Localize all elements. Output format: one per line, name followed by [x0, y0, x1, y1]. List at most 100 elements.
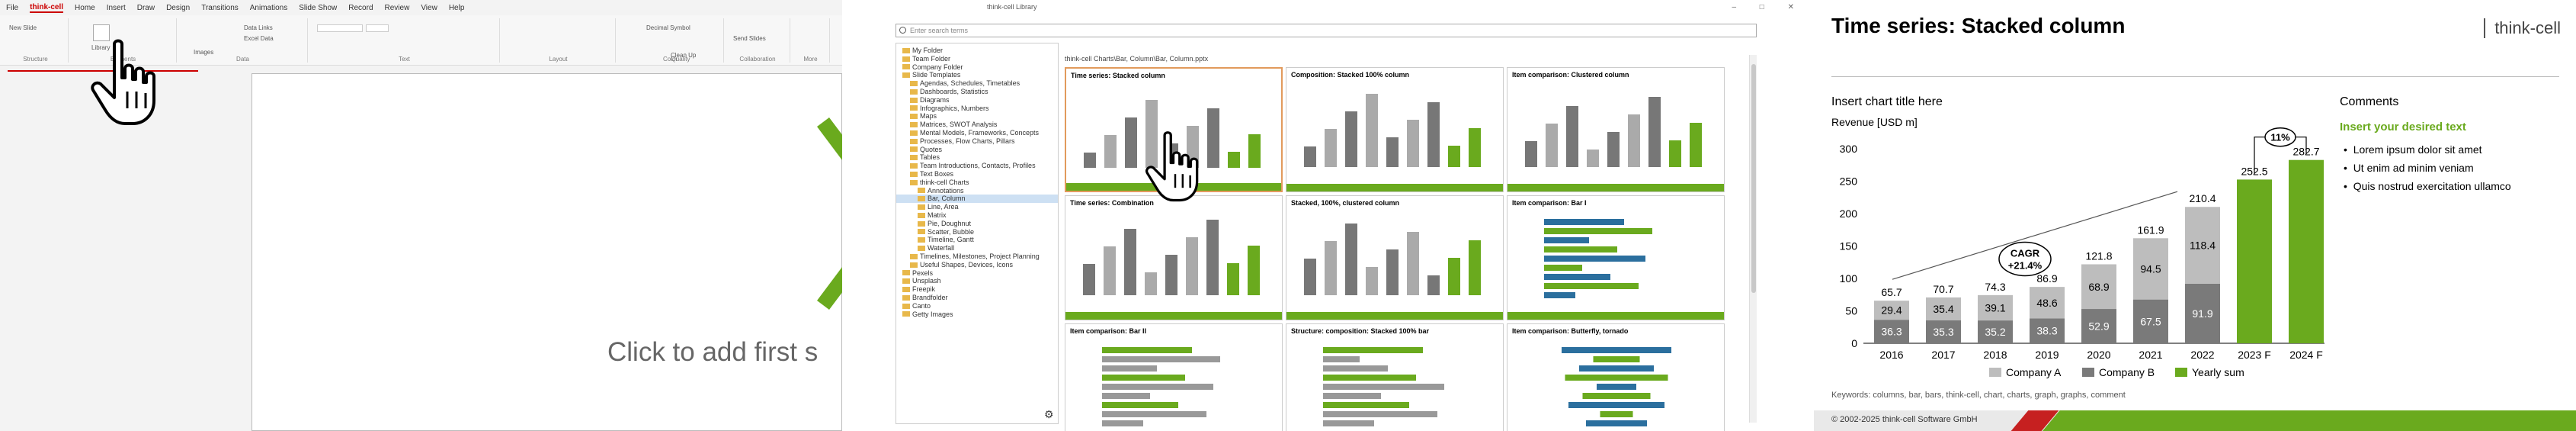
- ribbon-tab-bar: File think-cell Home Insert Draw Design Transi…: [0, 0, 842, 15]
- tab-home[interactable]: Home: [75, 3, 95, 12]
- tree-item[interactable]: Slide Templates: [896, 71, 1058, 79]
- tree-item[interactable]: Team Folder: [896, 55, 1058, 63]
- tree-item[interactable]: Team Introductions, Contacts, Profiles: [896, 162, 1058, 170]
- tab-design[interactable]: Design: [166, 3, 191, 12]
- preview-mark: [1544, 219, 1624, 225]
- tree-item[interactable]: Pexels: [896, 269, 1058, 278]
- tree-item-label: Scatter, Bubble: [928, 227, 975, 236]
- images-button[interactable]: Images: [194, 49, 214, 56]
- tree-item[interactable]: Processes, Flow Charts, Pillars: [896, 137, 1058, 146]
- stacked-column-chart[interactable]: 0 50 100 150 200 250 300 36.3 29.4 65.7 2016 35.3 35…: [1829, 126, 2324, 385]
- template-card[interactable]: Stacked, 100%, clustered column: [1286, 195, 1504, 320]
- tree-item[interactable]: think-cell Charts: [896, 179, 1058, 187]
- tab-think-cell[interactable]: think-cell: [30, 2, 64, 13]
- bullet-item: • Lorem ipsum dolor sit amet: [2344, 143, 2482, 156]
- window-controls[interactable]: – □ ✕: [1732, 3, 1805, 11]
- tab-help[interactable]: Help: [448, 3, 465, 12]
- tree-item[interactable]: Bar, Column: [896, 195, 1058, 204]
- preview-mark: [1386, 137, 1399, 167]
- library-icon[interactable]: [93, 24, 110, 41]
- tree-item[interactable]: Infographics, Numbers: [896, 105, 1058, 113]
- tab-insert[interactable]: Insert: [106, 3, 126, 12]
- preview-mark: [1124, 229, 1136, 295]
- decimal-symbol-button[interactable]: Decimal Symbol: [646, 24, 690, 31]
- font-size-select[interactable]: [366, 24, 389, 32]
- send-slides-button[interactable]: Send Slides: [733, 35, 766, 42]
- slide-placeholder[interactable]: Click to add first s: [607, 337, 819, 367]
- template-card[interactable]: Item comparison: Bar I: [1507, 195, 1725, 320]
- tree-item[interactable]: Unsplash: [896, 277, 1058, 285]
- slide-thumbnail-pane[interactable]: [0, 73, 252, 431]
- library-button[interactable]: Library: [91, 44, 111, 51]
- tree-item[interactable]: Mental Models, Frameworks, Concepts: [896, 129, 1058, 137]
- tab-transitions[interactable]: Transitions: [201, 3, 239, 12]
- tab-record[interactable]: Record: [348, 3, 373, 12]
- template-card[interactable]: Composition: Stacked 100% column: [1286, 67, 1504, 192]
- tree-item[interactable]: Timeline, Gantt: [896, 236, 1058, 244]
- tab-file[interactable]: File: [6, 3, 19, 12]
- template-card[interactable]: Time series: Combination: [1065, 195, 1283, 320]
- tree-item-label: Bar, Column: [928, 195, 966, 203]
- tree-item[interactable]: Line, Area: [896, 203, 1058, 211]
- tree-item[interactable]: Timelines, Milestones, Project Planning: [896, 252, 1058, 261]
- tree-item[interactable]: Quotes: [896, 146, 1058, 154]
- preview-mark: [1304, 259, 1316, 295]
- tree-item[interactable]: Agendas, Schedules, Timetables: [896, 79, 1058, 88]
- data-label: 29.4: [1881, 304, 1902, 317]
- template-preview: [1102, 347, 1220, 426]
- preview-mark: [1544, 256, 1645, 262]
- template-card-title: Structure: composition: Stacked 100% bar: [1291, 327, 1430, 335]
- group-label: Color: [662, 56, 678, 63]
- bar-segment: [2133, 299, 2168, 343]
- tree-item[interactable]: Matrices, SWOT Analysis: [896, 121, 1058, 129]
- scrollbar[interactable]: [1749, 55, 1757, 423]
- preview-mark: [1165, 255, 1177, 295]
- excel-data-button[interactable]: Excel Data: [244, 35, 274, 42]
- clean-up-button[interactable]: Clean Up: [671, 52, 697, 59]
- tab-review[interactable]: Review: [384, 3, 410, 12]
- tree-item[interactable]: Useful Shapes, Devices, Icons: [896, 261, 1058, 269]
- tree-item[interactable]: Brandfolder: [896, 294, 1058, 302]
- tree-item[interactable]: Annotations: [896, 187, 1058, 195]
- folder-icon: [902, 64, 910, 70]
- tree-item[interactable]: Company Folder: [896, 63, 1058, 72]
- data-label: 35.4: [1933, 303, 1953, 315]
- gear-icon[interactable]: ⚙: [1044, 408, 1054, 420]
- search-input[interactable]: Enter search terms: [896, 24, 1757, 37]
- tree-item[interactable]: Tables: [896, 153, 1058, 162]
- tree-item[interactable]: Getty Images: [896, 310, 1058, 319]
- template-card[interactable]: Item comparison: Bar II: [1065, 323, 1283, 431]
- tree-item[interactable]: Matrix: [896, 211, 1058, 220]
- ribbon-group-quality: Decimal Symbol Quality: [637, 18, 724, 63]
- preview-mark: [1345, 224, 1357, 295]
- font-select[interactable]: [317, 24, 363, 32]
- cagr-label: CAGR: [2010, 248, 2040, 259]
- new-slide-button[interactable]: New Slide: [9, 24, 37, 31]
- tree-item[interactable]: Diagrams: [896, 96, 1058, 105]
- tree-item[interactable]: Waterfall: [896, 244, 1058, 252]
- preview-mark: [1669, 140, 1681, 167]
- template-card[interactable]: Item comparison: Butterfly, tornado: [1507, 323, 1725, 431]
- tree-item[interactable]: My Folder: [896, 47, 1058, 55]
- tree-item[interactable]: Canto: [896, 302, 1058, 310]
- preview-mark: [1544, 246, 1617, 252]
- tab-view[interactable]: View: [421, 3, 437, 12]
- bullet-item: • Quis nostrud exercitation ullamco: [2344, 180, 2511, 192]
- template-card[interactable]: Item comparison: Clustered column: [1507, 67, 1725, 192]
- template-card-title: Time series: Combination: [1070, 199, 1154, 207]
- tree-item[interactable]: Scatter, Bubble: [896, 228, 1058, 236]
- folder-icon: [910, 130, 918, 136]
- slide-canvas[interactable]: Click to add first s: [252, 73, 842, 431]
- data-label: 67.5: [2140, 315, 2161, 327]
- tree-item[interactable]: Text Boxes: [896, 170, 1058, 179]
- tab-slide-show[interactable]: Slide Show: [299, 3, 338, 12]
- preview-mark: [1102, 402, 1178, 408]
- tree-item[interactable]: Maps: [896, 112, 1058, 121]
- data-links-button[interactable]: Data Links: [244, 24, 273, 31]
- tab-draw[interactable]: Draw: [136, 3, 155, 12]
- tab-animations[interactable]: Animations: [249, 3, 288, 12]
- template-card[interactable]: Structure: composition: Stacked 100% bar: [1286, 323, 1504, 431]
- tree-item[interactable]: Freepik: [896, 285, 1058, 294]
- tree-item[interactable]: Dashboards, Statistics: [896, 88, 1058, 96]
- tree-item[interactable]: Pie, Doughnut: [896, 220, 1058, 228]
